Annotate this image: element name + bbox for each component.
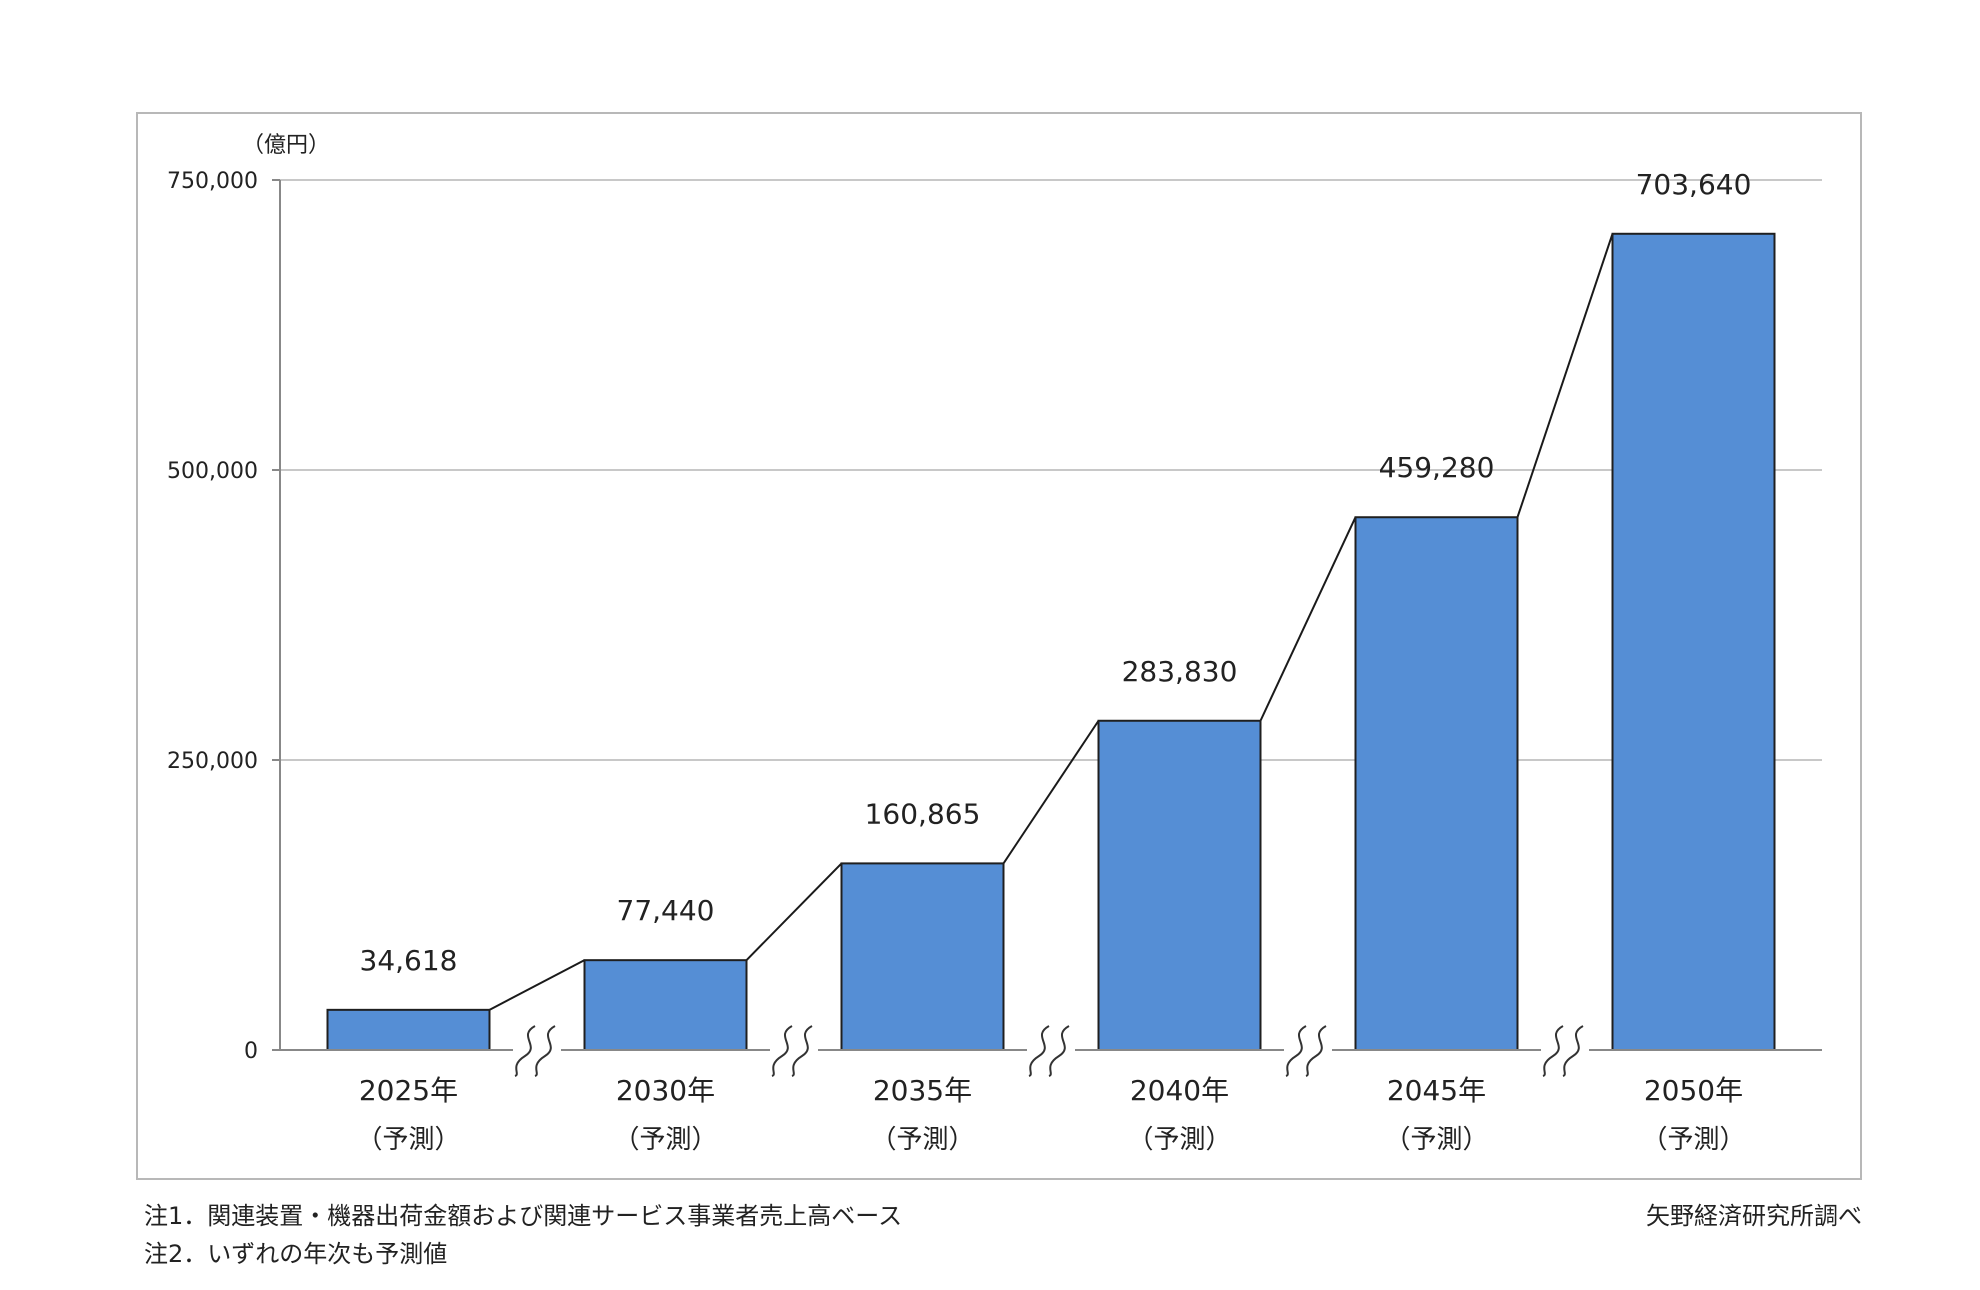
data-label: 77,440 [617,894,715,927]
y-tick-label: 500,000 [167,459,258,484]
y-axis-unit-label: （億円） [242,133,330,158]
y-tick-label: 250,000 [167,749,258,774]
footnote-1: 注1．関連装置・機器出荷金額および関連サービス事業者売上高ベース [144,1202,903,1230]
axis-break-stroke [1285,1025,1307,1077]
connector-line [1259,516,1357,722]
bar [1354,516,1519,1051]
axis-break-stroke [791,1025,813,1077]
footnote-2: 注2．いずれの年次も予測値 [144,1240,448,1268]
x-category-sublabel: （予測） [1641,1125,1745,1155]
x-category-label: 2025年 [359,1074,458,1107]
connector-line [1002,720,1100,864]
x-category-label: 2030年 [616,1074,715,1107]
data-label: 459,280 [1379,451,1495,484]
axis-break-stroke [1542,1025,1564,1077]
x-category-label: 2050年 [1644,1074,1743,1107]
connector-line [489,959,585,1011]
y-tick-label: 0 [244,1039,258,1064]
y-tick-label: 750,000 [167,169,258,194]
axis-break-stroke [1305,1025,1327,1077]
axis-break-mark [513,1022,561,1078]
connector-line [1516,233,1614,518]
x-category-sublabel: （予測） [1384,1125,1488,1155]
source-credit: 矢野経済研究所調べ [1646,1202,1862,1230]
x-category-sublabel: （予測） [870,1125,974,1155]
x-category-label: 2040年 [1130,1074,1229,1107]
bar [583,959,748,1052]
data-label: 703,640 [1636,168,1752,201]
x-category-sublabel: （予測） [356,1125,460,1155]
x-category-label: 2035年 [873,1074,972,1107]
axis-break-stroke [534,1025,556,1077]
axis-break-stroke [1562,1025,1584,1077]
axis-break-stroke [1028,1025,1050,1077]
data-label: 283,830 [1122,655,1238,688]
axis-break-stroke [514,1025,536,1077]
data-label: 34,618 [360,944,458,977]
x-category-sublabel: （予測） [613,1125,717,1155]
bar [326,1008,491,1052]
connector-line [745,862,843,961]
axis-break-mark [1284,1022,1332,1078]
axis-break-stroke [771,1025,793,1077]
axis-break-mark [1027,1022,1075,1078]
x-category-sublabel: （予測） [1127,1125,1231,1155]
bar [840,862,1005,1051]
bar [1611,232,1776,1052]
x-category-label: 2045年 [1387,1074,1486,1107]
axis-break-mark [1541,1022,1589,1078]
axis-break-stroke [1048,1025,1070,1077]
bar [1097,719,1262,1051]
data-label: 160,865 [865,797,981,830]
axis-break-mark [770,1022,818,1078]
